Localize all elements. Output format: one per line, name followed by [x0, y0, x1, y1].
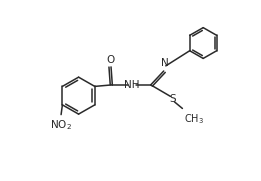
Text: NO$_2$: NO$_2$ [50, 118, 72, 132]
Text: O: O [106, 55, 115, 65]
Text: NH: NH [124, 80, 140, 90]
Text: N: N [161, 58, 169, 68]
Text: CH$_3$: CH$_3$ [184, 112, 204, 126]
Text: S: S [169, 94, 176, 104]
